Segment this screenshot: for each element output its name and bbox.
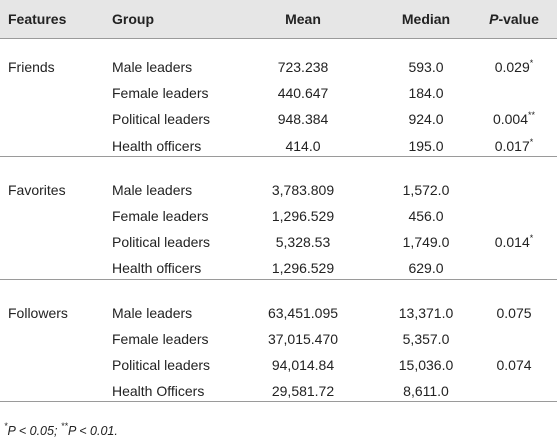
mean-cell: 440.647 [277, 85, 329, 102]
p-value-cell: 0.075 [496, 304, 531, 322]
mean-cell: 1,296.529 [271, 208, 335, 224]
p-value: 0.074 [496, 357, 532, 373]
median-cell: 13,371.0 [398, 304, 454, 321]
feature-cell: Favorites [8, 181, 66, 198]
header-cell: Mean [285, 11, 321, 27]
mean-cell: 37,015.470 [267, 330, 339, 347]
header-italic: P [489, 11, 499, 27]
group-cell: Female leaders [112, 330, 209, 347]
group-cell: Political leaders [112, 357, 211, 373]
header-cell: P-value [489, 10, 539, 28]
group-cell: Political leaders [112, 234, 211, 251]
footnote-text: P < 0.01. [67, 424, 118, 438]
mean-cell: 1,296.529 [271, 260, 335, 277]
p-value: 0.014 [494, 234, 530, 251]
group-cell: Health officers [112, 137, 202, 154]
median-cell: 924.0 [408, 111, 444, 128]
footnote-mark: ** [60, 421, 68, 431]
median-cell: 184.0 [408, 85, 444, 102]
mean-cell: 63,451.095 [267, 304, 339, 321]
p-value-cell: 0.014* [495, 233, 534, 251]
p-value-cell: 0.074 [496, 356, 531, 374]
rule-line [0, 401, 557, 403]
mean-cell: 29,581.72 [271, 383, 335, 400]
group-cell: Health Officers [112, 383, 205, 400]
rule-line [0, 155, 557, 157]
header-cell: Median [401, 11, 451, 27]
group-cell: Health officers [112, 260, 202, 277]
significance-mark: * [529, 233, 534, 244]
rule-line [0, 278, 557, 280]
footnote-mark: * [4, 421, 8, 431]
group-cell: Political leaders [112, 111, 211, 128]
group-cell: Male leaders [112, 59, 193, 75]
footnote: *P < 0.05; **P < 0.01. [4, 421, 118, 439]
group-cell: Male leaders [112, 181, 193, 198]
group-cell: Male leaders [112, 304, 193, 321]
mean-cell: 723.238 [277, 59, 329, 75]
p-value: 0.017 [494, 137, 530, 154]
p-value-cell: 0.004** [493, 110, 535, 128]
p-value: 0.029 [494, 59, 530, 75]
feature-cell: Friends [8, 59, 55, 75]
median-cell: 5,357.0 [402, 330, 450, 347]
median-cell: 629.0 [408, 260, 444, 277]
header-background [0, 0, 557, 38]
p-value: 0.004 [492, 111, 529, 128]
mean-cell: 5,328.53 [275, 234, 331, 251]
header-cell: Group [112, 11, 154, 27]
median-cell: 1,749.0 [402, 234, 450, 251]
p-value-cell: 0.029* [495, 58, 534, 76]
rule-line [0, 38, 557, 39]
median-cell: 195.0 [408, 137, 444, 154]
mean-cell: 3,783.809 [271, 181, 335, 198]
median-cell: 8,611.0 [403, 383, 449, 400]
significance-mark: * [529, 58, 534, 68]
feature-cell: Followers [8, 304, 68, 321]
p-value-cell: 0.017* [495, 137, 534, 155]
header-text: -value [498, 11, 539, 27]
mean-cell: 94,014.84 [271, 357, 335, 373]
mean-cell: 948.384 [277, 111, 329, 128]
significance-mark: * [529, 136, 534, 147]
median-cell: 1,572.0 [402, 181, 450, 198]
footnote-text: P < 0.05; [7, 424, 61, 438]
median-cell: 456.0 [408, 208, 444, 224]
median-cell: 593.0 [408, 59, 444, 75]
mean-cell: 414.0 [285, 137, 321, 154]
p-value: 0.075 [496, 304, 532, 321]
median-cell: 15,036.0 [398, 357, 454, 373]
group-cell: Female leaders [112, 85, 209, 102]
group-cell: Female leaders [112, 208, 209, 224]
significance-mark: ** [528, 110, 536, 121]
header-cell: Features [8, 11, 67, 27]
